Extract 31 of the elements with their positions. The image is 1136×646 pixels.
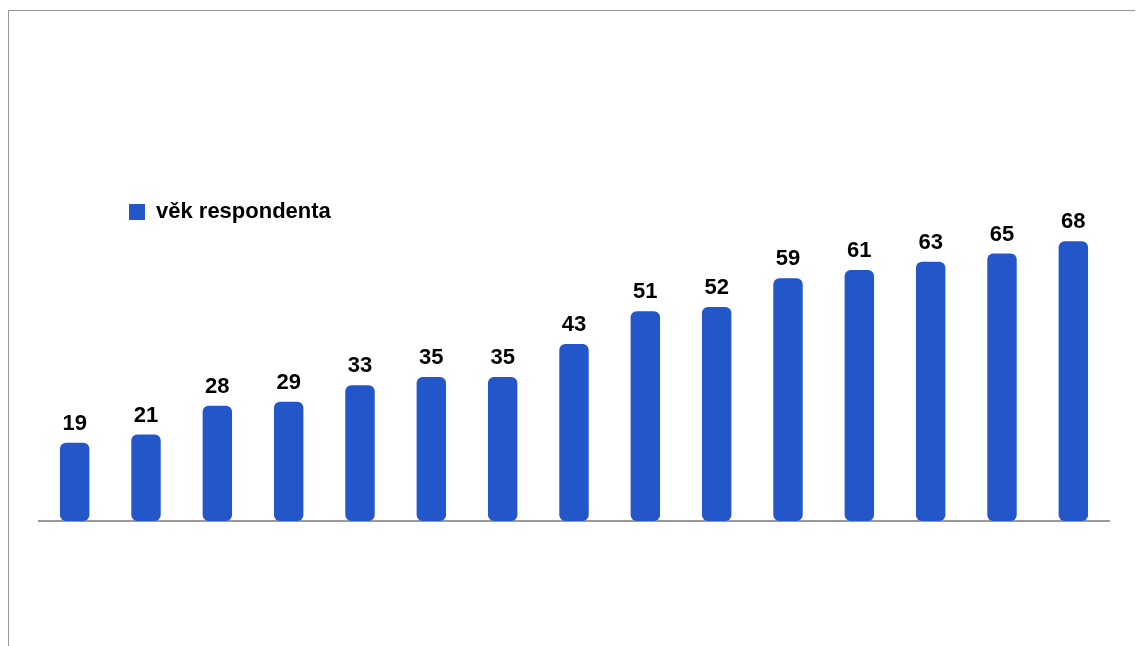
bar [59, 442, 90, 521]
bar [273, 401, 304, 521]
data-label: 61 [847, 237, 872, 263]
data-label: 43 [561, 311, 587, 337]
data-label: 52 [704, 274, 729, 300]
bar [202, 405, 233, 521]
bar [345, 385, 375, 521]
bar [701, 307, 732, 521]
bar [131, 434, 161, 521]
bar [987, 253, 1017, 521]
bar [559, 344, 589, 521]
bar [1058, 241, 1089, 521]
bar [915, 261, 946, 521]
data-label: 63 [918, 228, 943, 254]
data-label: 35 [490, 344, 515, 370]
data-label: 33 [347, 352, 373, 378]
data-label: 51 [633, 278, 658, 304]
legend-label: věk respondenta [156, 198, 332, 224]
data-label: 28 [205, 372, 230, 398]
data-label: 21 [133, 401, 159, 427]
data-label: 65 [989, 220, 1015, 246]
bar [487, 377, 518, 521]
data-label: 68 [1061, 208, 1086, 234]
bar [416, 377, 447, 521]
data-label: 19 [62, 409, 87, 435]
data-label: 35 [419, 344, 444, 370]
bar [630, 311, 661, 521]
data-label: 59 [775, 245, 801, 271]
data-label: 29 [276, 368, 301, 394]
bar [773, 278, 803, 521]
bar [844, 270, 875, 521]
